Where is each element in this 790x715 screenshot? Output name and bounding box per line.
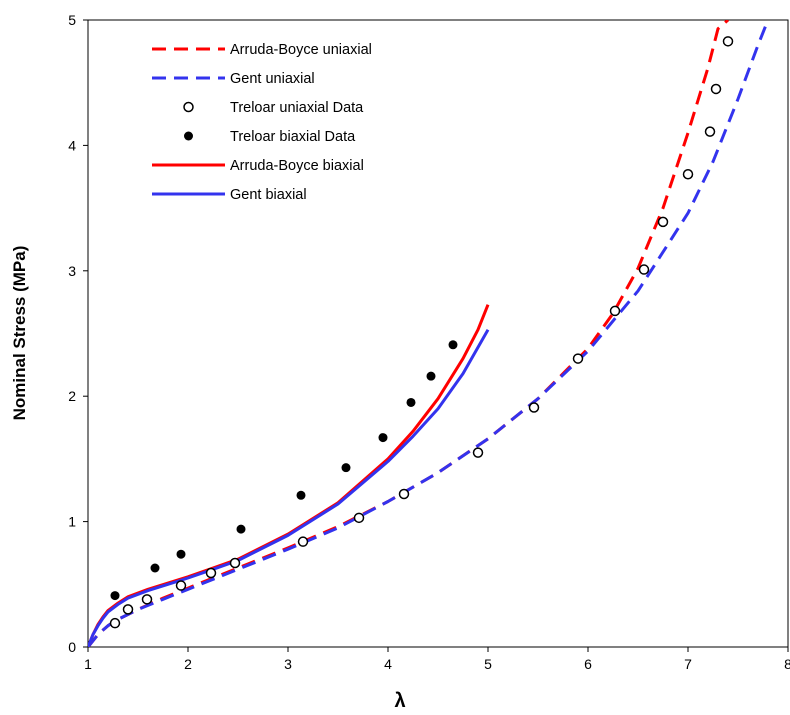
data-point-treloar-biaxial-data: [378, 433, 388, 443]
data-point-treloar-uniaxial-data: [472, 447, 484, 458]
data-point-treloar-uniaxial-data: [205, 567, 217, 579]
data-point-treloar-uniaxial-data: [710, 83, 722, 95]
legend-label-arruda-boyce-uniaxial: Arruda-Boyce uniaxial: [230, 42, 372, 58]
x-tick-label: 3: [284, 656, 292, 672]
y-tick-label: 1: [68, 514, 76, 530]
data-point-treloar-uniaxial-data: [353, 512, 365, 524]
x-tick-label: 5: [484, 656, 492, 672]
series-line-gent-uniaxial: [88, 20, 770, 647]
data-point-treloar-biaxial-data: [150, 563, 160, 573]
data-point-treloar-biaxial-data: [110, 591, 120, 601]
data-point-treloar-biaxial-data: [296, 490, 306, 500]
legend-label-arruda-boyce-biaxial: Arruda-Boyce biaxial: [230, 158, 364, 174]
marker-layer: [109, 36, 734, 629]
data-point-treloar-biaxial-data: [176, 549, 186, 559]
data-point-treloar-uniaxial-data: [722, 36, 734, 47]
y-tick-label: 3: [68, 263, 76, 279]
legend-label-treloar-uniaxial-data: Treloar uniaxial Data: [230, 100, 364, 116]
x-tick-label: 2: [184, 656, 192, 672]
y-tick-label: 5: [68, 12, 76, 28]
legend-label-gent-uniaxial: Gent uniaxial: [230, 71, 315, 87]
data-point-treloar-uniaxial-data: [122, 604, 134, 615]
x-tick-label: 6: [584, 656, 592, 672]
data-point-treloar-uniaxial-data: [704, 126, 716, 137]
data-point-treloar-biaxial-data: [236, 524, 246, 534]
x-axis-title: λ: [394, 690, 405, 712]
data-point-treloar-uniaxial-data: [682, 168, 694, 180]
series-line-gent-biaxial: [88, 328, 490, 647]
data-point-treloar-uniaxial-data: [398, 488, 410, 500]
data-point-treloar-uniaxial-data: [175, 580, 187, 591]
x-tick-label: 4: [384, 656, 392, 672]
y-tick-label: 4: [68, 137, 76, 153]
data-point-treloar-uniaxial-data: [297, 536, 309, 547]
data-point-treloar-uniaxial-data: [657, 216, 669, 228]
data-point-treloar-biaxial-data: [341, 463, 351, 473]
legend-label-gent-biaxial: Gent biaxial: [230, 187, 307, 203]
y-axis-title: Nominal Stress (MPa): [10, 246, 29, 421]
data-point-treloar-biaxial-data: [406, 397, 416, 407]
data-point-treloar-uniaxial-data: [572, 353, 584, 364]
data-point-treloar-uniaxial-data: [109, 617, 121, 629]
data-point-treloar-uniaxial-data: [141, 594, 153, 605]
series-layer: [88, 20, 770, 647]
y-tick-label: 0: [68, 639, 76, 655]
legend-swatch-treloar-uniaxial-data: [183, 101, 194, 113]
data-point-treloar-uniaxial-data: [229, 557, 241, 569]
legend-label-treloar-biaxial-data: Treloar biaxial Data: [230, 129, 356, 145]
data-point-treloar-uniaxial-data: [638, 264, 650, 275]
data-point-treloar-biaxial-data: [448, 340, 458, 350]
data-point-treloar-uniaxial-data: [528, 402, 540, 413]
legend: Arruda-Boyce uniaxial Gent uniaxial Treloa…: [152, 42, 372, 203]
data-point-treloar-biaxial-data: [426, 371, 436, 381]
data-point-treloar-uniaxial-data: [609, 305, 621, 317]
plot-area-frame: [87, 19, 789, 648]
x-tick-label: 1: [84, 656, 92, 672]
legend-swatch-treloar-biaxial-data: [184, 131, 193, 141]
x-tick-label: 7: [684, 656, 692, 672]
y-tick-label: 2: [68, 388, 76, 404]
x-tick-label: 8: [784, 656, 790, 672]
